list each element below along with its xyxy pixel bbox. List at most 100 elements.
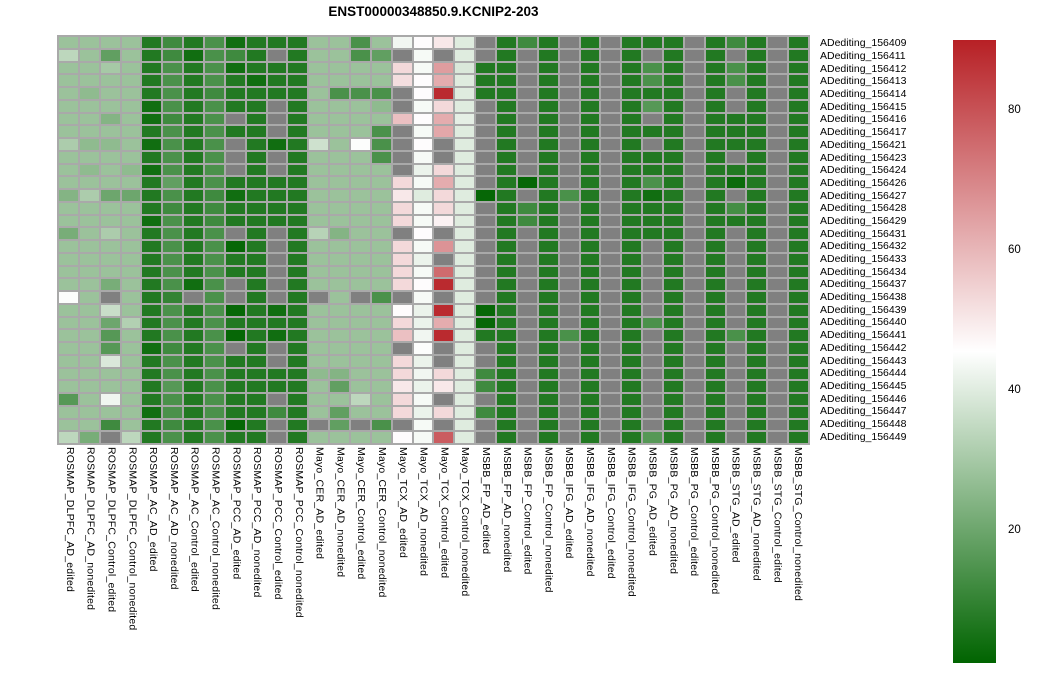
heatmap-cell	[309, 75, 329, 86]
heatmap-cell	[705, 49, 725, 61]
heatmap-cell	[601, 126, 621, 137]
column-label: ROSMAP_DLPFC_AD_nonedited	[84, 447, 97, 611]
heatmap-cell	[330, 139, 350, 150]
heatmap-cell	[517, 381, 537, 392]
heatmap-cell	[371, 215, 391, 227]
heatmap-cell	[205, 330, 224, 341]
heatmap-cell	[246, 113, 266, 125]
heatmap-cell	[413, 177, 433, 188]
heatmap-cell	[392, 330, 412, 341]
heatmap-cell	[309, 62, 329, 74]
heatmap-cell	[351, 49, 370, 61]
heatmap-cell	[747, 241, 767, 252]
heatmap-cell	[246, 202, 266, 214]
heatmap-cell	[59, 113, 78, 125]
heatmap-cell	[246, 126, 266, 137]
heatmap-cell	[246, 343, 266, 354]
heatmap-cell	[246, 177, 266, 188]
heatmap-cell	[121, 368, 141, 380]
heatmap-cell	[246, 355, 266, 367]
heatmap-cell	[705, 190, 725, 201]
column-label: Mayo_TCX_Control_nonedited	[459, 447, 472, 597]
heatmap-cell	[121, 394, 141, 405]
heatmap-cell	[163, 406, 183, 418]
heatmap-cell	[643, 126, 662, 137]
row-label: ADediting_156414	[820, 88, 907, 101]
heatmap-cell	[246, 151, 266, 163]
heatmap-cell	[789, 381, 808, 392]
heatmap-cell	[100, 228, 120, 239]
heatmap-cell	[351, 355, 370, 367]
heatmap-cell	[643, 330, 662, 341]
heatmap-cell	[267, 37, 287, 48]
heatmap-cell	[517, 126, 537, 137]
heatmap-cell	[559, 190, 579, 201]
heatmap-cell	[559, 419, 579, 431]
heatmap-cell	[434, 253, 454, 265]
heatmap-cell	[455, 88, 475, 99]
heatmap-cell	[392, 151, 412, 163]
heatmap-cell	[663, 292, 683, 303]
heatmap-cell	[580, 49, 600, 61]
heatmap-cell	[497, 394, 516, 405]
heatmap-cell	[205, 139, 224, 150]
heatmap-cell	[517, 190, 537, 201]
heatmap-cell	[309, 190, 329, 201]
heatmap-cell	[309, 228, 329, 239]
heatmap-cell	[371, 355, 391, 367]
heatmap-cell	[371, 88, 391, 99]
heatmap-cell	[225, 266, 245, 278]
heatmap-cell	[351, 406, 370, 418]
heatmap-cell	[246, 241, 266, 252]
heatmap-cell	[246, 381, 266, 392]
heatmap-cell	[121, 113, 141, 125]
heatmap-cell	[392, 253, 412, 265]
heatmap-cell	[684, 62, 704, 74]
heatmap-cell	[768, 190, 788, 201]
heatmap-cell	[747, 75, 767, 86]
heatmap-cell	[392, 88, 412, 99]
heatmap-cell	[330, 317, 350, 329]
heatmap-cell	[601, 75, 621, 86]
heatmap-cell	[351, 228, 370, 239]
heatmap-cell	[267, 368, 287, 380]
heatmap-cell	[142, 419, 162, 431]
heatmap-cell	[121, 190, 141, 201]
heatmap-cell	[434, 419, 454, 431]
heatmap-cell	[643, 381, 662, 392]
heatmap-cell	[601, 190, 621, 201]
heatmap-cell	[768, 139, 788, 150]
heatmap-cell	[538, 126, 558, 137]
heatmap-cell	[476, 139, 496, 150]
column-label: MSBB_STG_AD_nonedited	[750, 447, 763, 581]
heatmap-cell	[663, 368, 683, 380]
heatmap-cell	[663, 126, 683, 137]
heatmap-cell	[309, 266, 329, 278]
heatmap-cell	[184, 406, 204, 418]
heatmap-cell	[371, 177, 391, 188]
heatmap-cell	[747, 202, 767, 214]
heatmap-cell	[497, 126, 516, 137]
heatmap-cell	[497, 139, 516, 150]
heatmap-cell	[288, 126, 308, 137]
heatmap-cell	[225, 304, 245, 316]
heatmap-cell	[184, 126, 204, 137]
heatmap-cell	[538, 164, 558, 176]
heatmap-cell	[580, 37, 600, 48]
heatmap-cell	[580, 279, 600, 290]
heatmap-cell	[121, 75, 141, 86]
heatmap-cell	[434, 177, 454, 188]
heatmap-cell	[351, 394, 370, 405]
heatmap-cell	[663, 62, 683, 74]
heatmap-cell	[455, 292, 475, 303]
heatmap-cell	[601, 266, 621, 278]
heatmap-cell	[455, 113, 475, 125]
heatmap-cell	[392, 75, 412, 86]
heatmap-cell	[663, 406, 683, 418]
heatmap-cell	[205, 75, 224, 86]
heatmap-cell	[309, 37, 329, 48]
column-label: ROSMAP_AC_AD_nonedited	[167, 447, 180, 590]
heatmap-cell	[163, 419, 183, 431]
heatmap-cell	[288, 190, 308, 201]
heatmap-cell	[538, 215, 558, 227]
